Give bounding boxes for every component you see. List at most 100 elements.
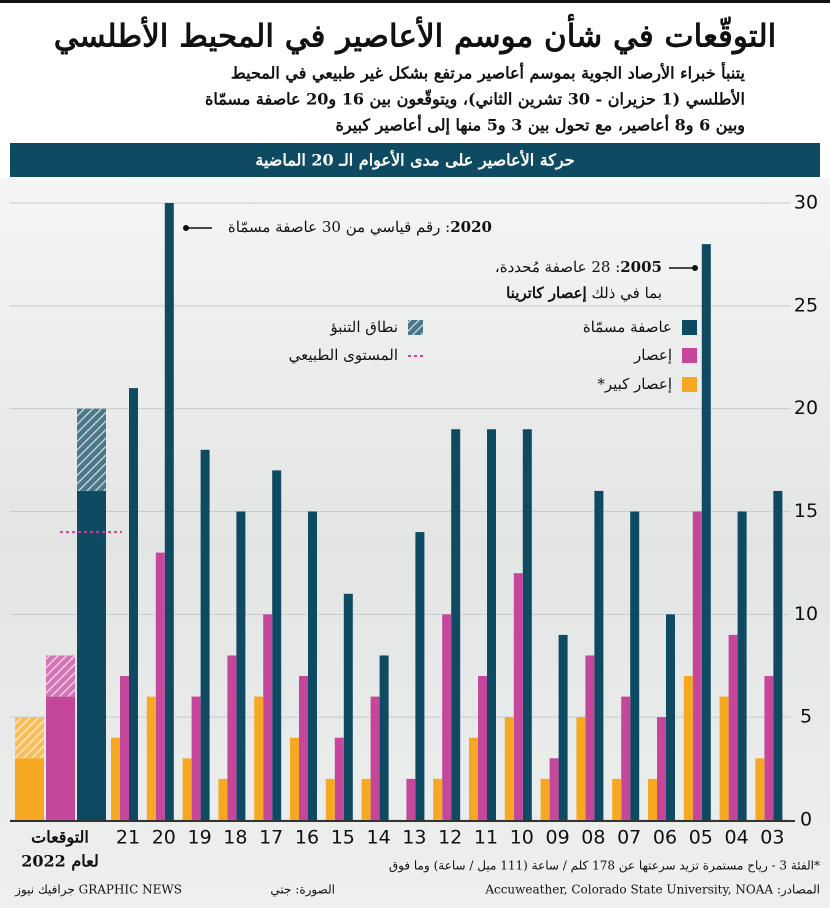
bar: [182, 758, 192, 820]
bar: [442, 614, 452, 820]
subtitle: يتنبأ خبراء الأرصاد الجوية بموسم أعاصير …: [231, 61, 746, 84]
bar: [701, 244, 711, 821]
x-tick-label: 20: [152, 827, 176, 849]
bar: [630, 511, 640, 820]
bar: [451, 429, 461, 820]
forecast-label: التوقعات: [31, 828, 89, 848]
bar: [111, 737, 120, 820]
bar: [612, 778, 622, 820]
bar: [227, 655, 237, 820]
bar: [764, 676, 774, 820]
forecast-bar: [77, 490, 106, 820]
annotation-text: بما في ذلك: [587, 284, 662, 302]
legend-label: عاصفة مسمّاة: [583, 318, 672, 336]
bar: [343, 593, 353, 820]
bar: [737, 511, 747, 820]
bar: [164, 203, 174, 820]
bar: [576, 717, 586, 820]
bar: [272, 470, 282, 820]
bar: [469, 737, 478, 820]
bar: [692, 511, 702, 820]
subtitle: وبين 6 و8 أعاصير، مع تحول بين 3 و5 منها …: [336, 114, 745, 136]
x-tick-label: 12: [438, 827, 462, 849]
bar: [120, 676, 129, 820]
legend-label: نطاق التنبؤ: [329, 318, 398, 336]
x-tick-label: 09: [546, 827, 570, 849]
forecast-range-hatch: [15, 717, 44, 759]
forecast-bar: [46, 696, 75, 820]
bar: [325, 778, 335, 820]
bar: [513, 573, 523, 820]
footnote: *الفئة 3 - رياح مستمرة تزيد سرعتها عن 17…: [389, 859, 820, 873]
x-tick-label: 07: [617, 827, 641, 849]
x-tick-label: 16: [295, 827, 319, 849]
legend-label: إعصار كبير*: [597, 375, 672, 393]
bar: [648, 778, 657, 820]
bar: [236, 511, 246, 820]
legend-swatch: [682, 320, 697, 335]
bar: [200, 449, 210, 820]
x-tick-label: 19: [188, 827, 212, 849]
x-tick-label: 18: [223, 827, 247, 849]
y-tick-label: 15: [794, 500, 818, 522]
x-tick-label: 04: [725, 827, 749, 849]
bar: [308, 511, 317, 820]
annotation-year: 2020: [450, 218, 492, 236]
annotation: 2005: 28 عاصفة مُحددة،: [495, 258, 662, 276]
bar: [755, 758, 765, 820]
bar: [406, 778, 416, 820]
credit: GRAPHIC NEWS جرافيك نيوز: [14, 883, 182, 897]
annotation-text: : 28 عاصفة مُحددة،: [495, 258, 620, 276]
x-tick-label: 15: [331, 827, 355, 849]
forecast-bar: [15, 758, 44, 820]
x-tick-label: 11: [474, 827, 498, 849]
bar: [585, 655, 595, 820]
bar: [621, 696, 631, 820]
bar: [549, 758, 559, 820]
banner: [10, 143, 820, 177]
y-tick-label: 5: [800, 706, 812, 728]
legend-swatch: [682, 348, 697, 363]
x-tick-label: 17: [259, 827, 283, 849]
legend-swatch: [408, 320, 423, 335]
bar: [657, 717, 666, 820]
annotation: 2020: رقم قياسي من 30 عاصفة مسمّاة: [228, 218, 492, 236]
y-tick-label: 10: [794, 603, 818, 625]
x-tick-label: 05: [689, 827, 713, 849]
title: التوقّعات في شأن موسم الأعاصير في المحيط…: [54, 14, 777, 56]
x-tick-label: 03: [760, 827, 784, 849]
bar: [666, 614, 675, 820]
y-tick-label: 0: [800, 809, 812, 831]
top-rule: [0, 0, 830, 3]
bar: [361, 778, 371, 820]
y-tick-label: 30: [794, 192, 818, 214]
banner-text: حركة الأعاصير على مدى الأعوام الـ 20 الم…: [255, 150, 574, 171]
bar: [773, 490, 783, 820]
bar: [254, 696, 264, 820]
legend-label: المستوى الطبيعي: [289, 346, 398, 364]
legend-label: إعصار: [633, 346, 672, 364]
bar: [334, 737, 344, 820]
source: المصادر: Accuweather, Colorado State Uni…: [484, 883, 820, 897]
bar: [218, 778, 228, 820]
x-tick-label: 14: [367, 827, 391, 849]
forecast-label: لعام 2022: [21, 852, 98, 872]
legend-swatch: [682, 377, 697, 392]
bar: [433, 778, 443, 820]
bar: [558, 634, 568, 820]
bar: [290, 737, 299, 820]
bar: [129, 388, 138, 820]
annotation-text: : رقم قياسي من 30 عاصفة مسمّاة: [228, 218, 450, 236]
bar: [370, 696, 380, 820]
subtitle: الأطلسي (1 حزيران - 30 تشرين الثاني)، وي…: [205, 88, 745, 109]
bar: [728, 634, 738, 820]
annotation-text: إعصار كاترينا: [506, 284, 587, 302]
annotation-year: 2005: [620, 258, 662, 276]
bar: [683, 676, 693, 820]
photo-credit: الصورة: جتي: [270, 883, 335, 897]
bar: [478, 676, 487, 820]
annotation: بما في ذلك إعصار كاترينا: [506, 284, 662, 302]
bar: [540, 778, 550, 820]
